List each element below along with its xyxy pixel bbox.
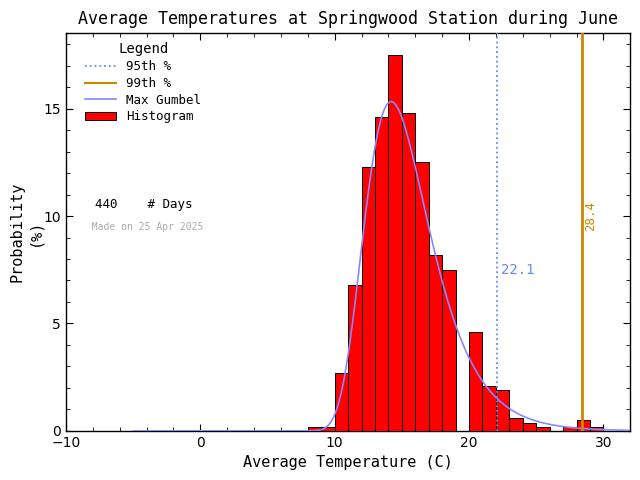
Bar — [375, 117, 388, 431]
Text: 22.1: 22.1 — [501, 263, 535, 277]
Bar — [335, 373, 348, 431]
Bar — [523, 423, 536, 431]
Bar — [509, 418, 523, 431]
Y-axis label: Probability
(%): Probability (%) — [10, 182, 42, 282]
Bar — [469, 332, 483, 431]
Bar — [577, 420, 590, 431]
Bar — [402, 113, 415, 431]
Bar — [308, 427, 321, 431]
Text: Made on 25 Apr 2025: Made on 25 Apr 2025 — [80, 222, 204, 232]
X-axis label: Average Temperature (C): Average Temperature (C) — [243, 455, 453, 470]
Bar — [321, 427, 335, 431]
Text: 440    # Days: 440 # Days — [80, 198, 193, 211]
Bar — [348, 285, 362, 431]
Bar — [415, 162, 429, 431]
Title: Average Temperatures at Springwood Station during June: Average Temperatures at Springwood Stati… — [78, 10, 618, 28]
Bar — [496, 390, 509, 431]
Bar — [563, 427, 577, 431]
Legend: 95th %, 99th %, Max Gumbel, Histogram: 95th %, 99th %, Max Gumbel, Histogram — [80, 37, 206, 129]
Bar — [429, 255, 442, 431]
Text: 28.4: 28.4 — [584, 201, 597, 231]
Bar — [388, 55, 402, 431]
Bar — [442, 270, 456, 431]
Bar — [536, 427, 550, 431]
Bar — [590, 427, 604, 431]
Bar — [483, 386, 496, 431]
Bar — [362, 167, 375, 431]
